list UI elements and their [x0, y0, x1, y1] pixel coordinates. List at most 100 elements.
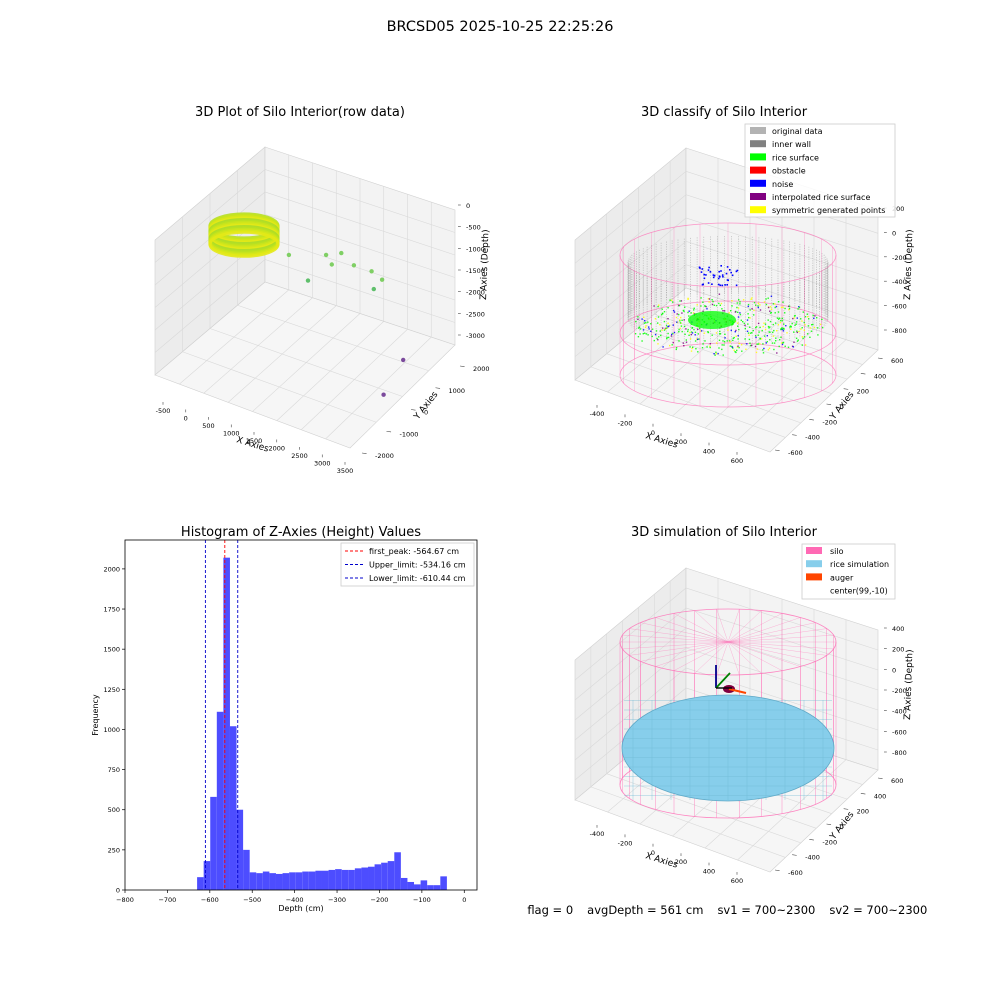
- classified-point: [796, 331, 798, 334]
- histogram-bar: [282, 873, 290, 890]
- classified-point: [752, 329, 754, 332]
- noise-point: [735, 270, 738, 273]
- cls-x-tick-label: 400: [703, 448, 715, 456]
- classified-point: [800, 318, 802, 320]
- raw-y-tick-label: 1000: [449, 387, 466, 395]
- histogram-bar: [243, 849, 250, 890]
- sim-y-tick-mark: [826, 823, 832, 825]
- classified-point: [788, 305, 790, 307]
- raw-point: [329, 262, 334, 267]
- classified-point: [637, 336, 640, 338]
- classified-point: [704, 340, 706, 342]
- classified-point: [724, 337, 726, 339]
- classified-point: [732, 337, 734, 339]
- classified-point: [697, 351, 699, 353]
- histogram-ticks: −800 −700 −600 −500 −400 −300 −200 −100 0 0 250 500…: [103, 565, 466, 904]
- histogram-bar: [302, 871, 309, 890]
- silo-roof-spoke: [727, 617, 801, 643]
- classified-point: [668, 324, 671, 326]
- classified-point: [728, 312, 730, 314]
- classified-point: [643, 316, 645, 318]
- classified-point: [663, 320, 666, 323]
- classified-point: [639, 328, 642, 330]
- classified-point: [787, 346, 790, 348]
- classified-point: [803, 329, 805, 331]
- classified-point: [816, 317, 818, 319]
- classified-point: [644, 332, 646, 334]
- histogram-y-tick-label: 1750: [103, 606, 120, 614]
- noise-point: [727, 279, 729, 282]
- classified-point: [657, 316, 660, 318]
- classified-point: [767, 306, 770, 309]
- histogram-bar: [433, 885, 441, 890]
- raw-x-tick-label: 3000: [314, 460, 331, 468]
- classified-point: [756, 343, 758, 345]
- classified-point: [771, 342, 774, 344]
- classified-point: [645, 325, 647, 327]
- grid-line: [590, 786, 786, 858]
- noise-point: [730, 271, 732, 274]
- noise-point: [701, 283, 704, 286]
- raw-x-tick-label: 2500: [291, 452, 308, 460]
- noise-point: [712, 274, 715, 276]
- classified-point: [644, 326, 647, 329]
- classified-point: [766, 335, 768, 337]
- noise-point: [700, 271, 703, 273]
- histogram-y-tick-label: 250: [108, 846, 120, 854]
- silo-roof-spoke: [655, 617, 729, 643]
- classified-point: [724, 333, 726, 335]
- noise-point: [722, 276, 724, 278]
- classified-point: [709, 343, 711, 345]
- raw-x-tick-label: 0: [184, 415, 188, 423]
- grid-line: [638, 327, 832, 394]
- histogram-legend-label: first_peak: -564.67 cm: [369, 547, 459, 556]
- noise-point: [705, 274, 707, 276]
- cls-x-tick-label: 0: [651, 429, 655, 437]
- classified-point: [659, 330, 661, 332]
- floor-pane: [154, 281, 456, 449]
- classified-point: [735, 329, 737, 332]
- classified-point: [733, 349, 735, 351]
- classified-point: [673, 311, 676, 313]
- classified-point: [735, 351, 737, 354]
- classified-point: [737, 325, 739, 327]
- raw-point: [286, 252, 292, 258]
- classified-point: [763, 322, 765, 324]
- classified-point: [737, 322, 739, 324]
- classified-point: [650, 330, 652, 332]
- classified-point: [757, 343, 760, 345]
- classified-point: [657, 343, 659, 345]
- classified-point: [678, 340, 680, 342]
- classified-point: [727, 329, 729, 331]
- classified-point: [634, 333, 637, 335]
- classified-point: [680, 300, 683, 302]
- classified-point: [697, 338, 699, 340]
- classified-point: [757, 305, 759, 307]
- classified-point: [759, 309, 762, 311]
- classified-point: [767, 349, 770, 351]
- classified-point: [755, 304, 757, 306]
- classified-point: [719, 304, 721, 306]
- classified-point: [637, 316, 639, 318]
- classified-point: [700, 305, 702, 307]
- noise-point: [713, 274, 716, 277]
- grid-line: [574, 667, 879, 761]
- classified-point: [737, 338, 739, 340]
- cls-x-tick-label: -400: [590, 410, 605, 418]
- classified-point: [739, 312, 741, 314]
- classified-point: [644, 320, 646, 322]
- grid-line: [574, 217, 879, 311]
- histogram-legend-entries: first_peak: -564.67 cm Upper_limit: -534.…: [345, 547, 466, 583]
- raw-point: [379, 277, 385, 282]
- classified-point: [692, 312, 695, 314]
- classified-point: [671, 333, 673, 336]
- histogram-ylabel: Frequency: [91, 694, 100, 736]
- cls-z-tick-label: -200: [892, 254, 907, 262]
- simulation-legend-label: auger: [830, 573, 854, 582]
- classified-point: [790, 326, 792, 328]
- classified-point: [721, 344, 723, 346]
- classify-legend-swatch: [750, 206, 766, 214]
- classified-point: [719, 333, 722, 335]
- classified-point: [673, 331, 676, 334]
- histogram-bar: [308, 871, 316, 890]
